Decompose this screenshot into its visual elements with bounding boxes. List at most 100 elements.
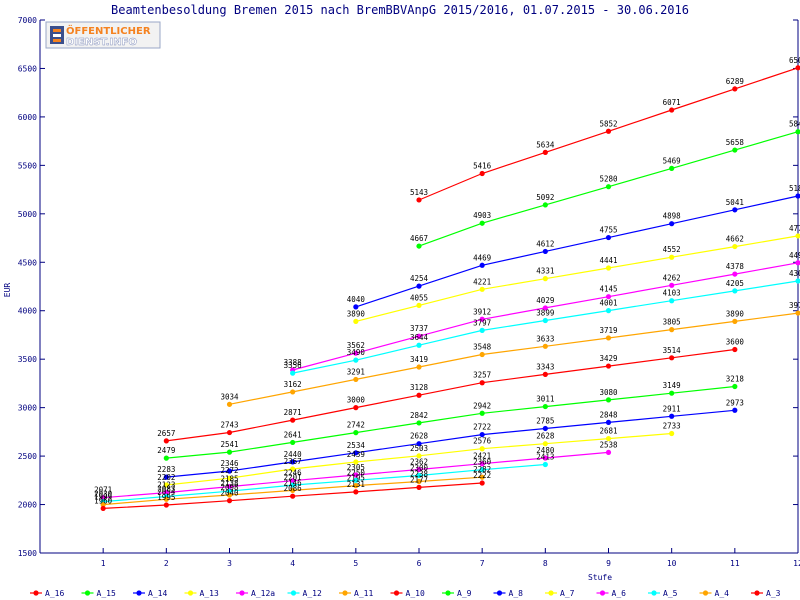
legend-marker-a-3	[754, 590, 760, 596]
legend-marker-a-13	[187, 590, 194, 596]
y-tick-label: 7000	[18, 16, 37, 25]
data-point-a-11	[290, 389, 296, 395]
data-point-a-11	[542, 343, 548, 349]
data-label-a-11: 3548	[473, 343, 492, 352]
series-line-a-8	[166, 409, 735, 478]
y-tick-label: 5000	[18, 210, 37, 219]
legend-label-a-5: A_5	[663, 589, 678, 598]
data-point-a-14	[795, 193, 800, 199]
data-label-a-7: 2576	[473, 437, 492, 446]
data-label-a-6: 2362	[410, 457, 428, 466]
data-label-a-3: 2177	[410, 475, 428, 484]
data-point-a-11	[795, 310, 800, 316]
data-label-a-12: 3356	[284, 361, 303, 370]
data-label-a-5: 2201	[284, 473, 302, 482]
data-label-a-13: 4055	[410, 293, 428, 302]
series-line-a-9	[166, 385, 735, 459]
legend-label-a-12: A_12	[303, 589, 322, 598]
data-point-a-6	[353, 472, 359, 478]
data-point-a-11	[669, 327, 675, 333]
data-point-a-11	[226, 401, 233, 407]
data-label-a-15: 5847	[789, 120, 800, 129]
data-label-a-4: 2054	[157, 487, 176, 496]
legend-label-a-11: A_11	[354, 589, 373, 598]
data-point-a-5	[479, 467, 485, 473]
y-tick-label: 4500	[18, 258, 37, 267]
data-point-a-9	[163, 455, 169, 461]
data-point-a-10	[290, 417, 296, 423]
data-label-a-14: 4612	[536, 239, 554, 248]
data-label-a-11: 3976	[789, 301, 800, 310]
data-label-a-12: 4205	[726, 279, 744, 288]
data-label-a-14: 4755	[599, 226, 617, 235]
data-point-a-7	[290, 466, 296, 472]
data-label-a-8: 2628	[410, 432, 429, 441]
data-point-a-8	[479, 431, 485, 438]
data-point-a-6	[416, 466, 422, 473]
y-tick-label: 3500	[18, 355, 37, 364]
data-point-a-12a	[732, 271, 738, 277]
data-point-a-6	[290, 478, 296, 484]
data-point-a-16	[542, 149, 548, 155]
data-point-a-16	[795, 65, 800, 71]
legend-marker-a-6	[599, 590, 606, 596]
x-tick-label: 7	[480, 559, 485, 568]
data-point-a-4	[163, 496, 169, 502]
data-label-a-11: 3034	[220, 392, 239, 401]
data-point-a-16	[669, 107, 675, 113]
data-point-a-12	[732, 288, 738, 294]
site-logo: ÖFFENTLICHER DIENST.INFO	[45, 21, 161, 49]
legend-marker-a-14	[136, 590, 142, 596]
data-label-a-12a: 3912	[473, 307, 491, 316]
data-label-a-12: 3899	[536, 309, 554, 318]
data-point-a-3	[479, 480, 485, 486]
data-point-a-9	[226, 449, 233, 455]
data-point-a-10	[732, 346, 738, 353]
data-label-a-14: 4898	[663, 212, 682, 221]
data-label-a-7: 2272	[220, 466, 238, 475]
data-label-a-9: 2942	[473, 401, 491, 410]
data-point-a-9	[669, 390, 675, 396]
legend: A_16 A_15 A_14 A_13 A_12a A_12 A_11 A_10 A_9 A_8 A…	[30, 589, 781, 598]
data-label-a-6: 2305	[347, 463, 365, 472]
data-point-a-8	[732, 407, 738, 413]
data-point-a-10	[669, 355, 675, 361]
data-point-a-4	[226, 492, 233, 498]
data-point-a-8	[290, 459, 296, 465]
data-label-a-6: 2071	[94, 486, 112, 495]
data-point-a-12	[542, 317, 548, 324]
series-line-a-10	[166, 348, 735, 442]
data-label-a-8: 2785	[536, 416, 554, 425]
data-point-a-15	[542, 202, 548, 208]
data-label-a-14: 4469	[473, 253, 491, 262]
data-label-a-13: 4662	[726, 235, 744, 244]
data-point-a-15	[479, 220, 485, 226]
y-tick-label: 2000	[18, 501, 37, 510]
data-label-a-16: 5634	[536, 140, 555, 149]
data-point-a-15	[732, 147, 738, 153]
data-label-a-9: 2541	[220, 440, 238, 449]
data-label-a-5: 2030	[94, 490, 113, 499]
data-label-a-6: 2421	[473, 452, 491, 461]
data-point-a-3	[416, 484, 422, 490]
data-label-a-12: 4001	[599, 299, 617, 308]
data-label-a-16: 5143	[410, 188, 428, 197]
series-line-a-13	[355, 235, 799, 322]
data-label-a-8: 2911	[663, 404, 681, 413]
data-label-a-6: 2185	[220, 475, 238, 484]
data-label-a-4: 2098	[220, 483, 239, 492]
data-labels-layer: 5143 5416 5634 5852 6071 6289 6507 4667 4903 5092…	[94, 56, 800, 506]
data-point-a-11	[353, 376, 359, 383]
x-tick-label: 12	[793, 559, 800, 568]
data-label-a-9: 3149	[663, 381, 681, 390]
legend-marker-a-4	[702, 590, 709, 596]
y-tick-label: 6000	[18, 113, 37, 122]
data-label-a-8: 2534	[347, 441, 366, 450]
data-label-a-6: 2480	[536, 446, 555, 455]
legend-marker-a-11	[342, 590, 348, 596]
legend-marker-a-12	[290, 590, 297, 596]
data-label-a-12a: 4145	[599, 285, 617, 294]
data-label-a-8: 2848	[599, 410, 618, 419]
y-tick-label: 4000	[18, 307, 37, 316]
